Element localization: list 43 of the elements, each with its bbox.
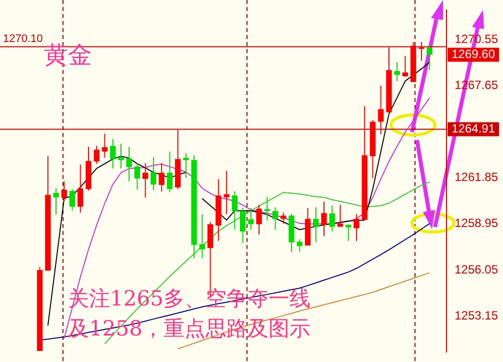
candlestick: [346, 224, 352, 242]
candlestick: [142, 162, 148, 198]
text: 黄金: [44, 41, 92, 70]
candlestick: [61, 180, 67, 202]
candlestick: [321, 201, 327, 237]
candlestick: [94, 145, 100, 164]
candlestick: [199, 214, 206, 259]
candlestick: [313, 206, 319, 243]
candlestick: [394, 62, 400, 82]
candlestick: [232, 190, 238, 230]
candlestick: [158, 162, 164, 192]
candlestick: [118, 143, 124, 169]
candlestick: [337, 204, 344, 228]
candlestick: [53, 188, 59, 216]
candlestick: [150, 156, 156, 191]
candlestick: [378, 85, 384, 135]
candlestick: [272, 206, 278, 230]
candlestick: [240, 207, 246, 244]
candlestick: [296, 238, 302, 252]
candlestick: [69, 188, 76, 212]
candlestick: [354, 214, 360, 242]
candlestick: [280, 212, 286, 224]
y-tick-label: 1253.15: [454, 308, 498, 322]
candlestick: [256, 204, 262, 236]
candlestick: [426, 44, 432, 71]
candlestick: [402, 55, 408, 78]
candlestick: [126, 146, 132, 182]
ref-line-label: 1270.10: [3, 32, 43, 45]
candlestick: [166, 151, 173, 193]
candlestick: [248, 207, 254, 230]
candlestick: [78, 164, 84, 214]
text: 1269.60: [452, 47, 496, 61]
y-tick-label: 1256.05: [454, 262, 498, 276]
candlestick: [264, 196, 270, 222]
candlestick: [134, 162, 140, 190]
candlestick: [418, 41, 424, 62]
y-tick-label: 1261.85: [454, 170, 498, 184]
ref-line-label: 1264.91: [452, 122, 496, 136]
candlestick: [329, 204, 335, 232]
y-tick-label: 1258.95: [454, 216, 498, 230]
candlestick: [102, 133, 108, 158]
candlestick: [110, 138, 116, 169]
candlestick: [224, 170, 230, 215]
